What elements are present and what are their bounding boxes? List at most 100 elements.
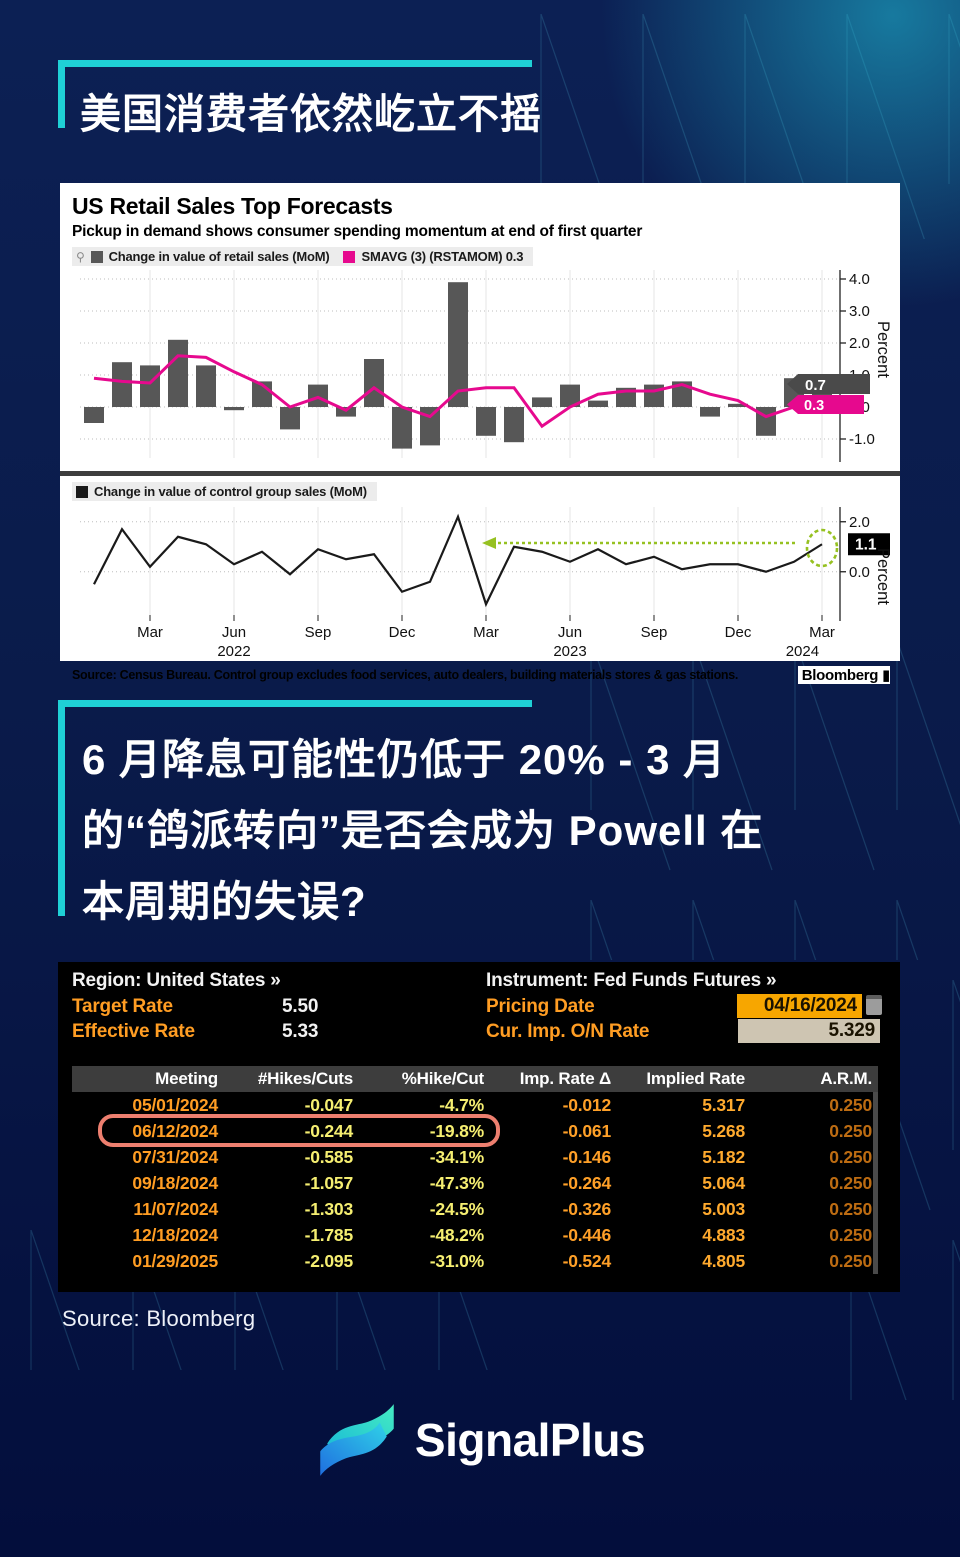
accent-bar-left <box>58 60 65 128</box>
table-row[interactable]: 07/31/2024 -0.585 -34.1% -0.146 5.182 0.250 <box>72 1144 873 1170</box>
svg-text:Jun: Jun <box>558 624 582 641</box>
instrument-label[interactable]: Instrument: Fed Funds Futures » <box>486 970 777 991</box>
table-cell: 5.182 <box>702 1147 745 1167</box>
svg-text:2.0: 2.0 <box>849 335 870 352</box>
table-cell: 11/07/2024 <box>133 1199 218 1219</box>
chart-subtitle: Pickup in demand shows consumer spending… <box>72 223 643 240</box>
highlight-ring <box>98 1114 500 1147</box>
svg-text:Dec: Dec <box>389 624 416 641</box>
headline-1-block: 美国消费者依然屹立不摇 <box>58 60 558 190</box>
table-cell: 06/12/2024 <box>132 1121 218 1141</box>
pricing-date-label: Pricing Date <box>486 996 595 1017</box>
bloomberg-logo: Bloomberg ▮ <box>797 665 890 684</box>
chart-source-row: Source: Census Bureau. Control group exc… <box>72 665 892 684</box>
table-cell: -0.264 <box>562 1173 612 1193</box>
table-cell: 01/29/2025 <box>132 1251 218 1271</box>
svg-text:Dec: Dec <box>725 624 752 641</box>
table-cell: -2.095 <box>304 1251 354 1271</box>
panel-divider <box>60 471 900 476</box>
region-label[interactable]: Region: United States » <box>72 970 281 991</box>
table-cell: -48.2% <box>429 1225 484 1245</box>
on-rate-label: Cur. Imp. O/N Rate <box>486 1021 650 1042</box>
source-note: Source: Bloomberg <box>62 1306 256 1331</box>
retail-sales-chart-card: US Retail Sales Top Forecasts Pickup in … <box>60 183 900 684</box>
table-row[interactable]: 01/29/2025 -2.095 -31.0% -0.524 4.805 0.250 <box>72 1248 873 1274</box>
table-cell: -0.146 <box>562 1147 612 1167</box>
table-cell: -24.5% <box>429 1199 484 1219</box>
svg-text:-1.0: -1.0 <box>849 431 875 448</box>
table-cell: 0.250 <box>829 1251 872 1271</box>
on-rate-field[interactable] <box>738 1019 880 1043</box>
accent-bar-top <box>58 700 532 707</box>
table-cell: -0.585 <box>304 1147 354 1167</box>
target-rate-label: Target Rate <box>72 996 173 1017</box>
headline-2-line3: 本周期的失误? <box>82 878 367 925</box>
signalplus-logo: SignalPlus <box>0 1398 960 1482</box>
table-cell: 07/31/2024 <box>132 1147 218 1167</box>
column-header: Imp. Rate Δ <box>519 1069 611 1088</box>
table-cell: -47.3% <box>429 1173 484 1193</box>
headline-2: 6 月降息可能性仍低于 20% - 3 月 的“鸽派转向”是否会成为 Powel… <box>82 724 763 937</box>
svg-text:3.0: 3.0 <box>849 303 870 320</box>
fed-funds-futures-terminal: Region: United States » Target Rate 5.50… <box>58 962 900 1292</box>
pricing-date-field[interactable] <box>737 994 862 1018</box>
table-cell: 4.883 <box>702 1225 745 1245</box>
table-cell: 09/18/2024 <box>132 1173 218 1193</box>
table-cell: -19.8% <box>429 1121 484 1141</box>
table-cell: -34.1% <box>429 1147 484 1167</box>
table-cell: 0.250 <box>829 1121 872 1141</box>
column-header: A.R.M. <box>820 1069 872 1088</box>
table-row[interactable]: 09/18/2024 -1.057 -47.3% -0.264 5.064 0.250 <box>72 1170 873 1196</box>
svg-text:Mar: Mar <box>137 624 163 641</box>
table-row[interactable]: 05/01/2024 -0.047 -4.7% -0.012 5.317 0.250 <box>72 1092 873 1118</box>
control-series-label: Change in value of control group sales (… <box>94 484 367 499</box>
column-header: Meeting <box>155 1069 218 1088</box>
table-cell: 0.250 <box>829 1225 872 1245</box>
svg-text:Mar: Mar <box>473 624 499 641</box>
table-cell: -1.785 <box>304 1225 354 1245</box>
headline-1: 美国消费者依然屹立不摇 <box>80 91 542 137</box>
table-body: 05/01/2024 -0.047 -4.7% -0.012 5.317 0.250 06/… <box>72 1092 878 1274</box>
table-cell: -0.524 <box>562 1251 612 1271</box>
svg-text:1.1: 1.1 <box>855 536 877 553</box>
bar-series-label: Change in value of retail sales (MoM) <box>108 249 330 264</box>
table-cell: 05/01/2024 <box>132 1095 218 1115</box>
table-cell: 5.317 <box>702 1095 745 1115</box>
headline-2-line1: 6 月降息可能性仍低于 20% - 3 月 <box>82 736 727 783</box>
table-cell: 5.064 <box>702 1173 745 1193</box>
table-cell: 4.805 <box>702 1251 745 1271</box>
futures-table: Meeting #Hikes/Cuts %Hike/Cut Imp. Rate Δ Im… <box>72 1066 878 1274</box>
table-cell: 0.250 <box>829 1173 872 1193</box>
svg-text:4.0: 4.0 <box>849 271 870 288</box>
legend-top-panel: ⚲ Change in value of retail sales (MoM) … <box>72 247 534 266</box>
svg-text:Percent: Percent <box>874 321 892 378</box>
svg-text:Sep: Sep <box>641 624 668 641</box>
table-header-row: Meeting #Hikes/Cuts %Hike/Cut Imp. Rate Δ Im… <box>72 1066 878 1092</box>
svg-text:0.0: 0.0 <box>849 563 870 580</box>
table-cell: 12/18/2024 <box>132 1225 218 1245</box>
chart-title: US Retail Sales Top Forecasts <box>72 193 393 219</box>
calendar-icon[interactable] <box>866 995 882 1015</box>
table-cell: 0.250 <box>829 1199 872 1219</box>
svg-text:Jun: Jun <box>222 624 246 641</box>
control-series-swatch <box>76 485 88 498</box>
svg-text:2.0: 2.0 <box>849 513 870 530</box>
pin-icon: ⚲ <box>76 249 85 264</box>
table-cell: -0.061 <box>562 1121 612 1141</box>
chart-source: Source: Census Bureau. Control group exc… <box>72 667 739 682</box>
headline-2-line2: 的“鸽派转向”是否会成为 Powell 在 <box>82 807 764 854</box>
table-cell: -1.303 <box>304 1199 354 1219</box>
table-row[interactable]: 06/12/2024 -0.244 -19.8% -0.061 5.268 0.250 <box>72 1118 873 1144</box>
column-header: #Hikes/Cuts <box>257 1069 353 1088</box>
table-cell: -0.244 <box>304 1121 354 1141</box>
svg-text:Mar: Mar <box>809 624 835 641</box>
table-cell: -31.0% <box>429 1251 484 1271</box>
table-cell: 5.003 <box>702 1199 745 1219</box>
table-cell: -0.446 <box>562 1225 612 1245</box>
table-row[interactable]: 11/07/2024 -1.303 -24.5% -0.326 5.003 0.250 <box>72 1196 873 1222</box>
table-cell: -1.057 <box>304 1173 354 1193</box>
column-header: Implied Rate <box>646 1069 745 1088</box>
table-row[interactable]: 12/18/2024 -1.785 -48.2% -0.446 4.883 0.250 <box>72 1222 873 1248</box>
